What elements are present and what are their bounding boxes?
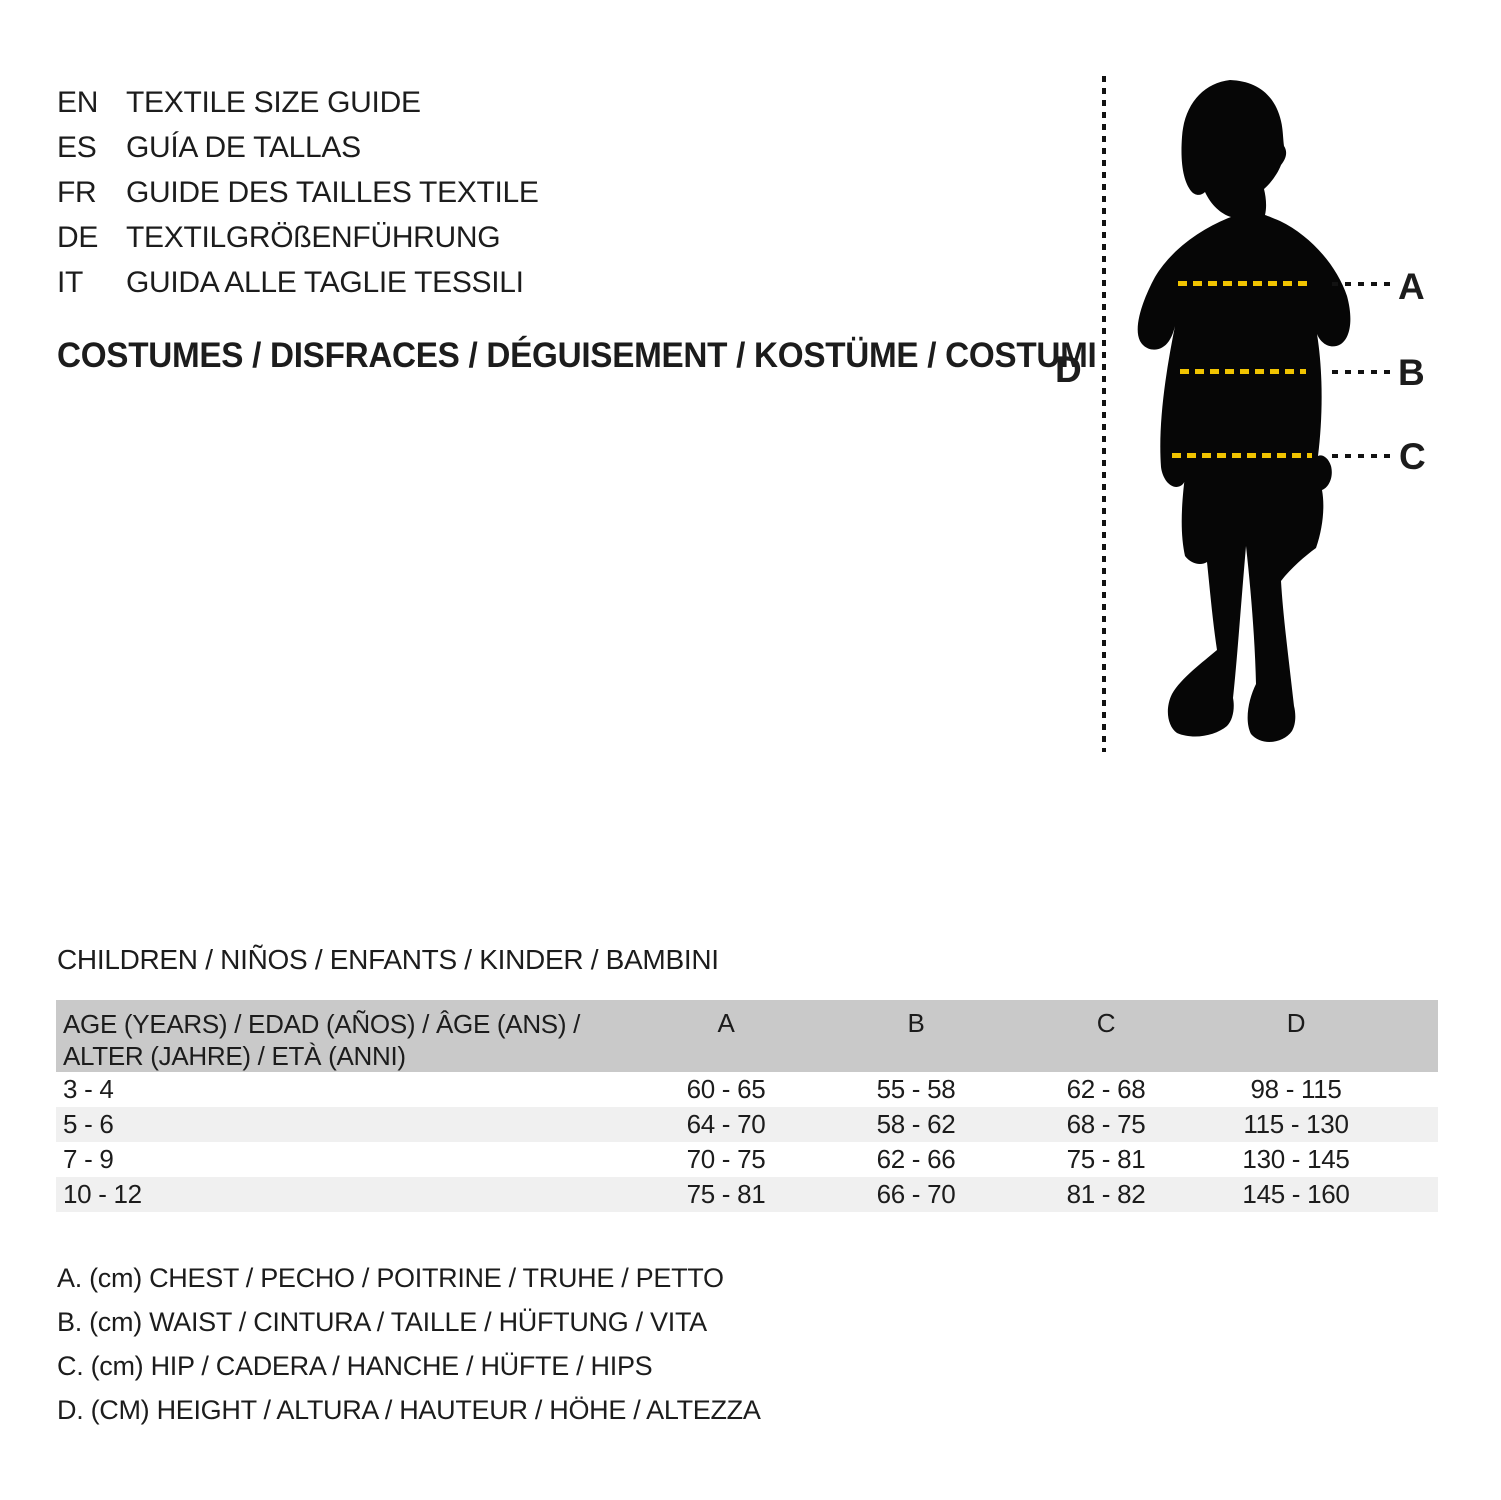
language-title-list: EN TEXTILE SIZE GUIDE ES GUÍA DE TALLAS … [57,80,539,305]
legend-height: D. (CM) HEIGHT / ALTURA / HAUTEUR / HÖHE… [57,1394,761,1425]
label-chest-a: A [1398,266,1425,307]
chest-cell: 60 - 65 [686,1074,766,1104]
row-spacer [1391,1177,1438,1212]
label-waist-b: B [1398,352,1425,393]
lang-title: GUIDE DES TAILLES TEXTILE [126,175,539,209]
lang-title: TEXTILGRÖßENFÜHRUNG [126,220,501,254]
waist-measure-line [1180,369,1306,374]
lang-code: FR [57,175,97,209]
waist-cell: 55 - 58 [876,1074,956,1104]
lang-row-en: EN TEXTILE SIZE GUIDE [57,80,539,125]
children-size-table: AGE (YEARS) / EDAD (AÑOS) / ÂGE (ANS) / … [56,1000,1438,1212]
chest-measure-line [1178,281,1312,286]
legend-hip: C. (cm) HIP / CADERA / HANCHE / HÜFTE / … [57,1350,653,1381]
chest-cell: 70 - 75 [686,1144,766,1174]
lang-title: TEXTILE SIZE GUIDE [126,85,421,119]
chest-cell: 64 - 70 [686,1109,766,1139]
height-cell: 115 - 130 [1243,1109,1349,1139]
table-header-row: AGE (YEARS) / EDAD (AÑOS) / ÂGE (ANS) / … [56,1000,1438,1072]
column-header-a: A [717,1008,735,1038]
table-row: 5 - 6 64 - 70 58 - 62 68 - 75 115 - 130 [56,1107,1438,1142]
age-column-header: AGE (YEARS) / EDAD (AÑOS) / ÂGE (ANS) / … [56,1000,631,1072]
measurement-legend: A. (cm) CHEST / PECHO / POITRINE / TRUHE… [57,1256,761,1432]
chest-pointer-line [1332,282,1390,286]
waist-cell: 66 - 70 [876,1179,956,1209]
header-spacer [1391,1000,1438,1072]
height-cell: 98 - 115 [1250,1074,1342,1104]
waist-cell: 62 - 66 [876,1144,956,1174]
height-cell: 130 - 145 [1242,1144,1350,1174]
height-cell: 145 - 160 [1242,1179,1350,1209]
age-cell: 10 - 12 [63,1179,142,1209]
category-heading: COSTUMES / DISFRACES / DÉGUISEMENT / KOS… [57,336,1097,375]
children-section-title: CHILDREN / NIÑOS / ENFANTS / KINDER / BA… [57,944,719,975]
age-header-line2: ALTER (JAHRE) / ETÀ (ANNI) [63,1041,406,1071]
hip-measure-line [1172,453,1312,458]
legend-waist: B. (cm) WAIST / CINTURA / TAILLE / HÜFTU… [57,1306,707,1337]
row-spacer [1391,1107,1438,1142]
child-silhouette-figure [1125,75,1355,750]
lang-row-es: ES GUÍA DE TALLAS [57,125,539,170]
hip-cell: 81 - 82 [1066,1179,1146,1209]
lang-code: ES [57,130,97,164]
row-spacer [1391,1142,1438,1177]
hip-cell: 68 - 75 [1066,1109,1146,1139]
hip-cell: 62 - 68 [1066,1074,1146,1104]
lang-row-de: DE TEXTILGRÖßENFÜHRUNG [57,215,539,260]
table-row: 3 - 4 60 - 65 55 - 58 62 - 68 98 - 115 [56,1072,1438,1107]
column-header-c: C [1096,1008,1116,1038]
lang-row-it: IT GUIDA ALLE TAGLIE TESSILI [57,260,539,305]
lang-code: EN [57,85,99,119]
age-cell: 7 - 9 [63,1144,114,1174]
lang-title: GUÍA DE TALLAS [126,130,361,164]
chest-cell: 75 - 81 [686,1179,766,1209]
row-spacer [1391,1072,1438,1107]
hip-pointer-line [1332,454,1390,458]
label-height-d: D [1055,349,1082,390]
legend-chest: A. (cm) CHEST / PECHO / POITRINE / TRUHE… [57,1262,724,1293]
label-hip-c: C [1399,436,1426,477]
age-cell: 3 - 4 [63,1074,114,1104]
age-cell: 5 - 6 [63,1109,114,1139]
height-measure-line [1102,76,1106,752]
column-header-b: B [907,1008,925,1038]
child-silhouette-icon [1137,80,1351,742]
age-header-line1: AGE (YEARS) / EDAD (AÑOS) / ÂGE (ANS) / [63,1009,581,1039]
table-row: 7 - 9 70 - 75 62 - 66 75 - 81 130 - 145 [56,1142,1438,1177]
table-row: 10 - 12 75 - 81 66 - 70 81 - 82 145 - 16… [56,1177,1438,1212]
waist-cell: 58 - 62 [876,1109,956,1139]
lang-code: DE [57,220,99,254]
column-header-d: D [1286,1008,1306,1038]
lang-row-fr: FR GUIDE DES TAILLES TEXTILE [57,170,539,215]
hip-cell: 75 - 81 [1066,1144,1146,1174]
lang-code: IT [57,265,84,299]
waist-pointer-line [1332,370,1390,374]
lang-title: GUIDA ALLE TAGLIE TESSILI [126,265,524,299]
